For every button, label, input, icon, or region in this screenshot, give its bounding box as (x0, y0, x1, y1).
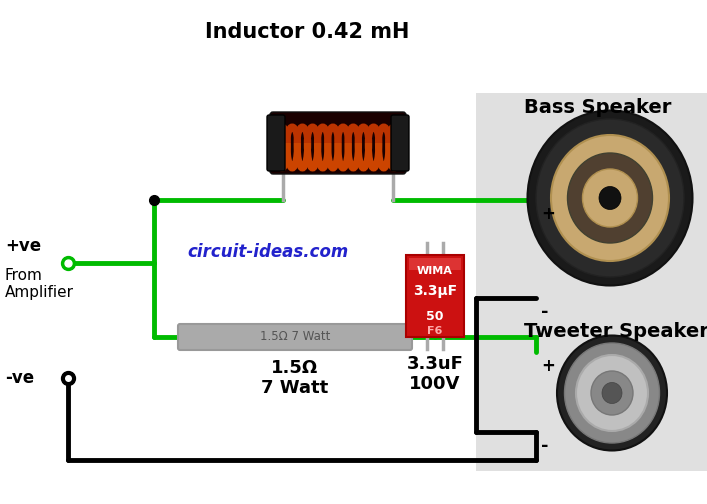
Text: 7 Watt: 7 Watt (262, 379, 329, 397)
Text: 3.3μF: 3.3μF (413, 284, 457, 298)
Text: -: - (541, 437, 549, 455)
Text: 1.5Ω 7 Watt: 1.5Ω 7 Watt (259, 331, 330, 344)
Ellipse shape (599, 186, 621, 210)
Ellipse shape (591, 371, 633, 415)
Text: From: From (5, 268, 43, 283)
Bar (476, 93, 707, 471)
Text: 1.5Ω: 1.5Ω (271, 359, 319, 377)
FancyBboxPatch shape (178, 324, 412, 350)
Text: F6: F6 (427, 326, 443, 336)
Ellipse shape (602, 383, 622, 404)
Text: -ve: -ve (5, 369, 34, 387)
Bar (406, 255, 464, 337)
Text: +: + (541, 205, 555, 223)
Text: 50: 50 (426, 309, 444, 323)
FancyBboxPatch shape (409, 258, 461, 270)
Ellipse shape (527, 110, 692, 285)
Text: WIMA: WIMA (417, 266, 453, 276)
Text: Tweeter Speaker: Tweeter Speaker (524, 322, 707, 341)
Ellipse shape (568, 153, 653, 243)
Text: circuit-ideas.com: circuit-ideas.com (187, 243, 349, 261)
Ellipse shape (557, 336, 667, 451)
Text: 100V: 100V (409, 375, 461, 393)
Text: Bass Speaker: Bass Speaker (525, 98, 672, 117)
Text: 3.3uF: 3.3uF (407, 355, 463, 373)
Ellipse shape (551, 135, 669, 261)
Text: +ve: +ve (5, 237, 41, 255)
FancyBboxPatch shape (267, 115, 285, 171)
Ellipse shape (564, 343, 660, 443)
FancyBboxPatch shape (270, 112, 406, 174)
Ellipse shape (583, 169, 638, 227)
FancyBboxPatch shape (391, 115, 409, 171)
Text: Amplifier: Amplifier (5, 285, 74, 300)
Text: +: + (541, 357, 555, 375)
Text: Inductor 0.42 mH: Inductor 0.42 mH (205, 22, 409, 42)
Ellipse shape (576, 355, 648, 431)
Text: -: - (541, 303, 549, 321)
Ellipse shape (536, 119, 684, 277)
